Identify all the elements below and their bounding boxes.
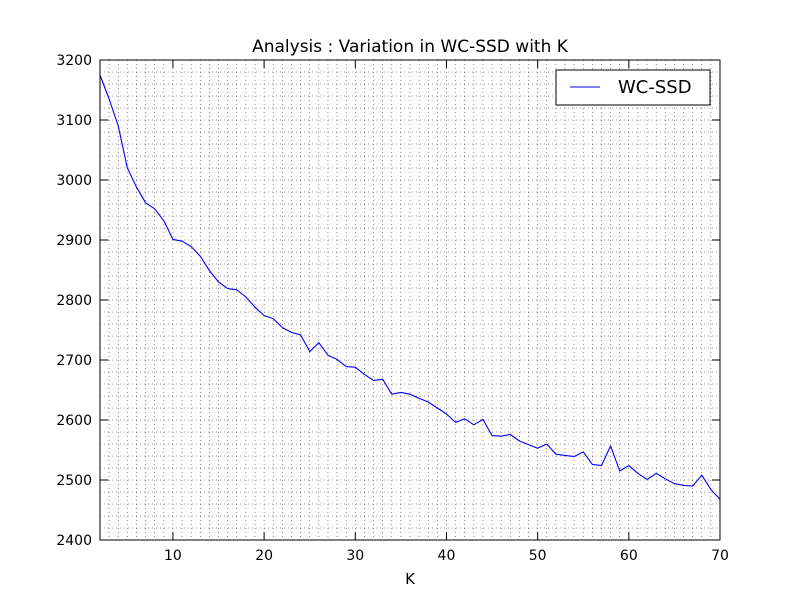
- y-tick-label: 3200: [56, 53, 92, 69]
- x-tick-label: 20: [255, 548, 273, 564]
- y-tick-label: 2800: [56, 293, 92, 309]
- y-tick-label: 2600: [56, 413, 92, 429]
- y-tick-label: 3100: [56, 113, 92, 129]
- grid-lines: [100, 60, 720, 540]
- legend: WC-SSD: [555, 69, 711, 106]
- x-tick-label: 50: [529, 548, 547, 564]
- x-tick-label: 60: [620, 548, 638, 564]
- series-layer: [99, 74, 721, 500]
- x-tick-label: 40: [438, 548, 456, 564]
- y-tick-label: 2500: [56, 473, 92, 489]
- x-tick-label: 70: [711, 548, 729, 564]
- series-line-wc-ssd: [99, 74, 721, 500]
- x-tick-labels: 10 20 30 40 50 60 70: [164, 548, 729, 564]
- y-tick-label: 2700: [56, 353, 92, 369]
- plot-frame: [99, 59, 721, 541]
- y-tick-label: 3000: [56, 173, 92, 189]
- axis-ticks: [100, 59, 721, 541]
- x-axis-label: K: [405, 570, 416, 588]
- x-tick-label: 30: [346, 548, 364, 564]
- x-tick-label: 10: [164, 548, 182, 564]
- y-tick-label: 2400: [56, 533, 92, 549]
- y-tick-label: 2900: [56, 233, 92, 249]
- chart-title: Analysis : Variation in WC-SSD with K: [252, 37, 569, 57]
- legend-label-wc-ssd: WC-SSD: [618, 77, 692, 98]
- y-tick-labels: 2400 2500 2600 2700 2800 2900 3000 3100 3200: [56, 53, 92, 549]
